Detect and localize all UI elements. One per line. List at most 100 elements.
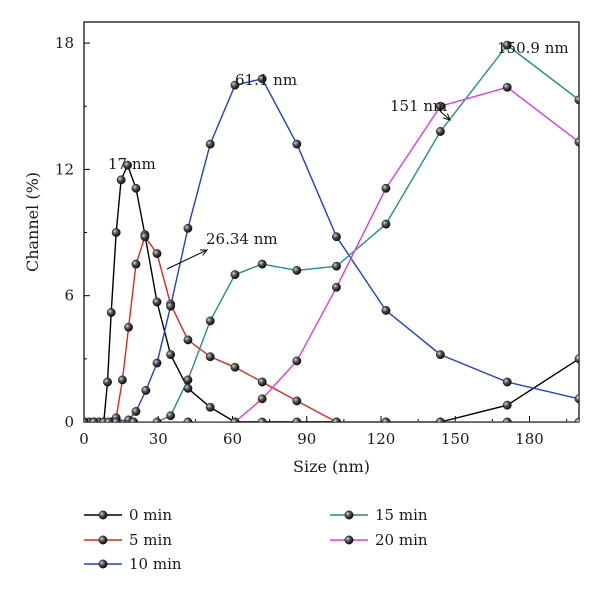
x-tick-label: 0 bbox=[79, 430, 89, 448]
data-point bbox=[131, 259, 141, 269]
data-point bbox=[117, 375, 127, 385]
legend-label-1: 5 min bbox=[129, 531, 172, 549]
data-point bbox=[574, 417, 579, 422]
data-point bbox=[257, 417, 267, 422]
legend: 0 min 5 min 10 min 15 min 20 min bbox=[84, 506, 428, 573]
legend-swatch-marker-0 bbox=[98, 510, 108, 520]
data-point bbox=[381, 219, 391, 229]
data-point bbox=[141, 386, 151, 395]
series-line-0 bbox=[84, 163, 579, 422]
data-point bbox=[152, 297, 162, 307]
peak-label: 150.9 nm bbox=[497, 39, 569, 57]
legend-swatch-marker-3 bbox=[344, 510, 354, 520]
data-point bbox=[574, 95, 579, 105]
data-point bbox=[502, 417, 512, 422]
data-point bbox=[183, 335, 193, 345]
data-point bbox=[502, 40, 512, 50]
data-point bbox=[111, 228, 121, 237]
data-point bbox=[332, 232, 341, 242]
data-point bbox=[574, 137, 579, 147]
data-point bbox=[292, 356, 302, 366]
y-tick-label: 0 bbox=[64, 413, 74, 431]
data-point bbox=[152, 249, 162, 258]
x-tick-label: 90 bbox=[297, 430, 316, 448]
legend-label-4: 20 min bbox=[375, 531, 428, 549]
y-axis-title: Channel (%) bbox=[23, 172, 42, 272]
data-point bbox=[435, 101, 445, 111]
data-point bbox=[89, 417, 99, 422]
data-point bbox=[205, 316, 215, 326]
data-point bbox=[502, 377, 512, 387]
data-point bbox=[183, 417, 193, 422]
peak-label: 17 nm bbox=[108, 155, 156, 173]
annotation-arrow-26nm bbox=[166, 249, 208, 270]
data-point bbox=[111, 417, 121, 422]
data-point bbox=[292, 396, 302, 406]
peak-label: 151 nm bbox=[390, 97, 447, 115]
data-point bbox=[205, 139, 215, 149]
data-point bbox=[257, 394, 267, 404]
data-point bbox=[84, 417, 89, 422]
data-point bbox=[140, 232, 150, 242]
peak-annotations: 17 nm 26.34 nm 61.1 nm 151 nm 150.9 nm bbox=[108, 39, 569, 270]
data-point bbox=[129, 417, 138, 422]
data-point bbox=[183, 375, 193, 385]
x-tick-label: 180 bbox=[515, 430, 544, 448]
peak-label: 61.1 nm bbox=[235, 71, 297, 89]
legend-label-3: 15 min bbox=[375, 506, 428, 524]
data-point bbox=[230, 362, 240, 372]
legend-swatch-marker-2 bbox=[98, 559, 108, 569]
data-point bbox=[152, 417, 162, 422]
peak-label: 26.34 nm bbox=[206, 230, 278, 248]
data-point bbox=[123, 160, 132, 170]
data-point bbox=[574, 354, 579, 364]
data-point bbox=[257, 259, 267, 269]
data-point bbox=[332, 261, 341, 271]
annotation-arrow-26nm-head bbox=[200, 249, 209, 256]
legend-label-2: 10 min bbox=[129, 555, 182, 573]
legend-label-0: 0 min bbox=[129, 506, 172, 524]
series-line-1 bbox=[84, 235, 579, 422]
data-point bbox=[106, 308, 116, 317]
x-axis-title: Size (nm) bbox=[293, 457, 370, 476]
data-point bbox=[502, 82, 512, 92]
x-tick-label: 60 bbox=[223, 430, 242, 448]
x-tick-label: 30 bbox=[149, 430, 168, 448]
x-tick-label: 150 bbox=[441, 430, 470, 448]
data-point bbox=[183, 223, 193, 233]
data-point bbox=[166, 301, 176, 311]
data-point bbox=[116, 175, 126, 185]
data-point bbox=[292, 417, 302, 422]
data-point bbox=[230, 270, 240, 280]
data-point bbox=[124, 322, 133, 332]
data-point bbox=[435, 127, 445, 136]
legend-swatch-marker-1 bbox=[98, 535, 108, 545]
data-point bbox=[502, 400, 512, 410]
annotation-arrow-151nm bbox=[439, 110, 451, 121]
data-point bbox=[436, 417, 445, 422]
data-point bbox=[257, 74, 267, 84]
data-point bbox=[381, 183, 391, 193]
y-tick-label: 6 bbox=[64, 287, 74, 305]
y-tick-label: 18 bbox=[55, 34, 74, 52]
data-point bbox=[332, 282, 341, 292]
data-point bbox=[131, 183, 141, 193]
data-point bbox=[230, 80, 240, 90]
data-point bbox=[230, 417, 240, 422]
axes: 0 30 60 90 120 150 180 0 6 12 18 Size (nm) Channel (… bbox=[23, 21, 580, 476]
data-point bbox=[292, 266, 302, 275]
series-markers bbox=[84, 40, 579, 422]
data-point bbox=[381, 417, 391, 422]
annotation-arrow-151nm-head bbox=[443, 113, 451, 121]
data-point bbox=[381, 306, 391, 315]
data-point bbox=[152, 358, 162, 368]
data-point bbox=[104, 417, 114, 422]
data-point bbox=[103, 377, 112, 387]
x-tick-label: 120 bbox=[367, 430, 396, 448]
y-tick-label: 12 bbox=[55, 160, 74, 178]
data-point bbox=[205, 402, 215, 412]
data-point bbox=[166, 350, 176, 360]
data-point bbox=[183, 383, 193, 393]
data-point bbox=[435, 350, 445, 360]
